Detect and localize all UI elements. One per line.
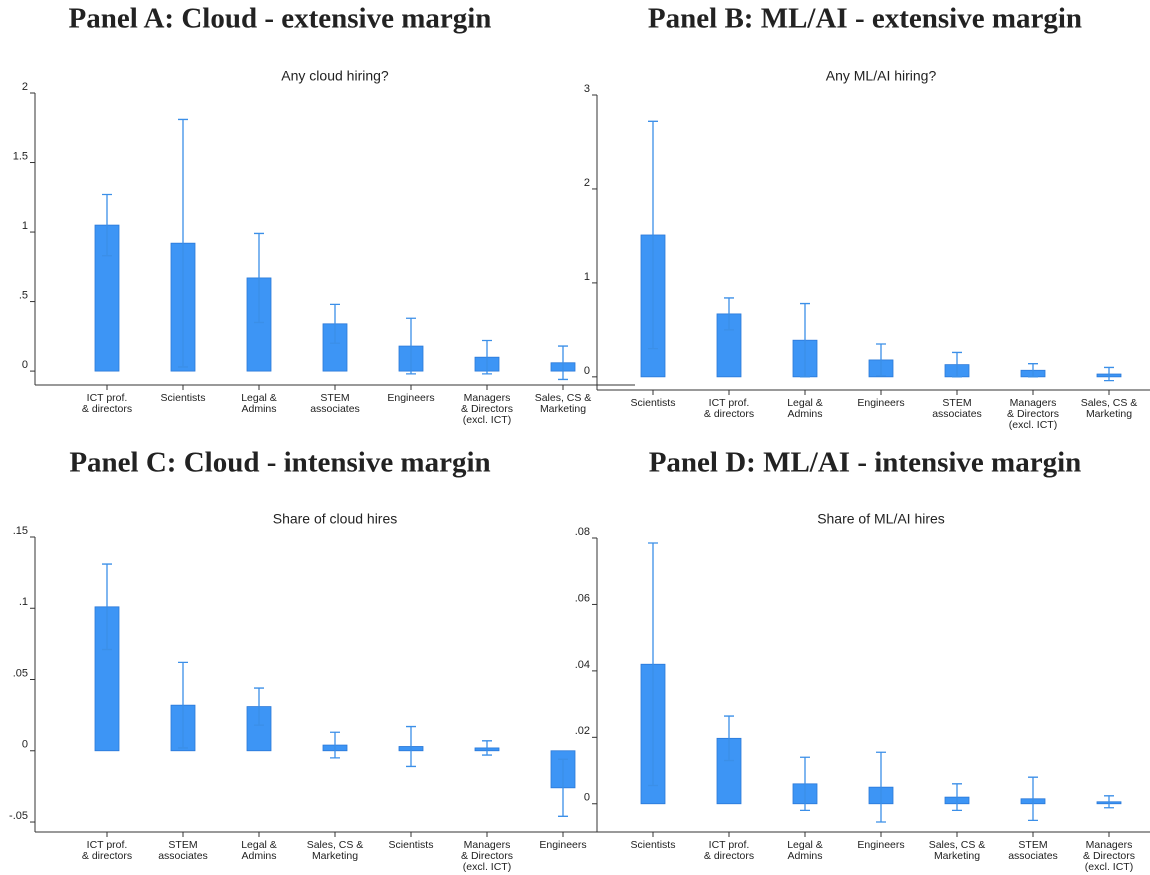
- error-bar: [558, 345, 568, 381]
- x-tick-label: Scientists: [160, 392, 206, 404]
- y-tick-label: -.05: [9, 810, 28, 822]
- chart-subtitle: Share of ML/AI hires: [817, 511, 945, 527]
- error-bar: [952, 783, 962, 812]
- bar: [246, 277, 272, 372]
- x-tick-label: STEM associates: [310, 392, 360, 416]
- error-bar: [482, 740, 492, 756]
- error-bar: [800, 756, 810, 812]
- error-bar: [724, 297, 734, 331]
- x-tick-label: Engineers: [539, 839, 587, 851]
- error-bar: [482, 339, 492, 375]
- x-tick-label: Legal & Admins: [787, 839, 823, 863]
- error-bar: [330, 303, 340, 344]
- x-tick-label: Scientists: [630, 397, 676, 409]
- error-bar: [102, 193, 112, 257]
- error-bar: [876, 751, 886, 823]
- error-bar: [330, 731, 340, 759]
- panel-title: Panel D: ML/AI - intensive margin: [649, 447, 1082, 479]
- x-tick-label: Managers & Directors (excl. ICT): [461, 392, 513, 427]
- x-tick-label: ICT prof. & directors: [703, 839, 755, 863]
- error-bar: [648, 120, 658, 350]
- error-bar: [1104, 366, 1114, 382]
- y-tick-label: .1: [19, 596, 28, 608]
- chart-subtitle: Any ML/AI hiring?: [826, 68, 937, 84]
- y-tick-label: .15: [13, 525, 28, 537]
- error-bar: [724, 715, 734, 762]
- x-tick-label: Managers & Directors (excl. ICT): [1007, 397, 1059, 432]
- y-tick-label: 0: [584, 792, 590, 804]
- y-tick-label: 2: [584, 177, 590, 189]
- bar: [322, 323, 348, 372]
- x-tick-label: Sales, CS & Marketing: [534, 392, 592, 416]
- y-tick-label: .02: [575, 725, 590, 737]
- error-bar: [952, 351, 962, 378]
- x-tick-label: Sales, CS & Marketing: [928, 839, 986, 863]
- x-tick-label: ICT prof. & directors: [81, 839, 133, 863]
- chart-subtitle: Any cloud hiring?: [281, 68, 389, 84]
- y-tick-label: 0: [584, 365, 590, 377]
- error-bar: [254, 687, 264, 726]
- x-tick-label: Engineers: [857, 397, 905, 409]
- x-tick-label: Legal & Admins: [787, 397, 823, 421]
- panel-title: Panel A: Cloud - extensive margin: [69, 3, 492, 35]
- error-bar: [254, 232, 264, 324]
- error-bar: [648, 542, 658, 787]
- y-tick-label: .5: [19, 289, 28, 301]
- x-tick-label: Sales, CS & Marketing: [306, 839, 364, 863]
- x-tick-label: STEM associates: [932, 397, 982, 421]
- error-bar: [800, 302, 810, 378]
- panel-title: Panel C: Cloud - intensive margin: [69, 447, 490, 479]
- error-bar: [1028, 363, 1038, 378]
- y-tick-label: .04: [575, 659, 590, 671]
- x-tick-label: ICT prof. & directors: [81, 392, 133, 416]
- chart-subtitle: Share of cloud hires: [273, 511, 398, 527]
- x-tick-label: STEM associates: [158, 839, 208, 863]
- y-tick-label: 3: [584, 83, 590, 95]
- error-bar: [876, 343, 886, 377]
- x-tick-label: Engineers: [387, 392, 435, 404]
- y-tick-label: 0: [22, 359, 28, 371]
- error-bar: [406, 725, 416, 768]
- x-tick-label: Managers & Directors (excl. ICT): [461, 839, 513, 874]
- x-tick-label: Legal & Admins: [241, 392, 277, 416]
- y-tick-label: .06: [575, 592, 590, 604]
- x-tick-label: Scientists: [630, 839, 676, 851]
- error-bar: [1028, 776, 1038, 822]
- y-tick-label: 1: [22, 220, 28, 232]
- x-tick-label: Managers & Directors (excl. ICT): [1083, 839, 1135, 874]
- x-tick-label: Legal & Admins: [241, 839, 277, 863]
- y-tick-label: 1: [584, 271, 590, 283]
- error-bar: [178, 118, 188, 368]
- x-tick-label: ICT prof. & directors: [703, 397, 755, 421]
- error-bar: [178, 661, 188, 749]
- x-tick-label: Engineers: [857, 839, 905, 851]
- panel-title: Panel B: ML/AI - extensive margin: [648, 3, 1082, 35]
- error-bar: [406, 317, 416, 375]
- error-bar: [558, 758, 568, 817]
- x-tick-label: Sales, CS & Marketing: [1080, 397, 1138, 421]
- x-tick-label: Scientists: [388, 839, 434, 851]
- error-bar: [1104, 795, 1114, 809]
- y-tick-label: .08: [575, 526, 590, 538]
- y-tick-label: 0: [22, 739, 28, 751]
- error-bar: [102, 563, 112, 651]
- x-tick-label: STEM associates: [1008, 839, 1058, 863]
- y-tick-label: 1.5: [13, 150, 28, 162]
- y-tick-label: 2: [22, 81, 28, 93]
- y-tick-label: .05: [13, 667, 28, 679]
